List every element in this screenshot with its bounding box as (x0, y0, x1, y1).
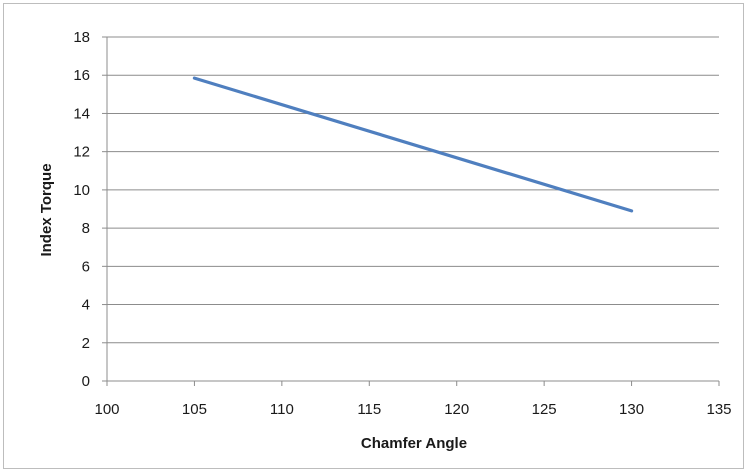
x-tick-label: 135 (706, 401, 731, 418)
x-tick-label: 105 (182, 401, 207, 418)
y-tick-label: 12 (73, 144, 90, 161)
y-tick-label: 8 (82, 220, 90, 237)
y-tick-label: 18 (73, 29, 90, 46)
gridlines (107, 36, 719, 344)
x-tick-label: 125 (532, 401, 557, 418)
x-tick-label: 110 (270, 401, 294, 418)
y-tick-label: 6 (82, 258, 90, 275)
x-tick-label: 115 (357, 401, 381, 418)
x-tick-label: 130 (619, 401, 644, 418)
axes (102, 36, 720, 386)
tick-labels: 0 2 4 6 8 10 12 14 16 18 100 105 110 115 120 125 130 135 (73, 29, 731, 418)
x-axis-title: Chamfer Angle (361, 435, 467, 452)
y-tick-label: 16 (73, 67, 90, 84)
y-tick-label: 2 (82, 335, 90, 352)
x-tick-label: 120 (444, 401, 469, 418)
y-axis-title: Index Torque (38, 163, 55, 256)
y-tick-label: 14 (73, 105, 90, 122)
series-line (192, 76, 634, 213)
chart-frame (3, 3, 744, 469)
y-tick-label: 10 (73, 182, 90, 199)
x-tick-label: 100 (94, 401, 119, 418)
y-tick-label: 4 (82, 297, 90, 314)
series (192, 76, 634, 213)
y-tick-label: 0 (82, 373, 90, 390)
